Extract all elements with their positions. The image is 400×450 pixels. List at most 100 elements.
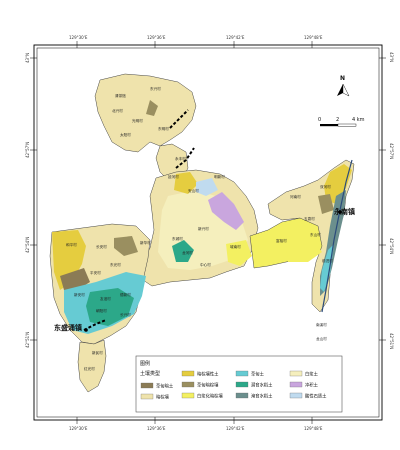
village-label: 玉泉村	[304, 216, 315, 221]
village-label: 中心村	[200, 262, 211, 267]
village-label: 新民村	[92, 350, 103, 355]
region-south-tail	[77, 339, 107, 393]
town-dongsheng-label: 东盛涌镇	[54, 323, 82, 332]
village-label: 德新村	[120, 292, 131, 297]
scale-bar-white	[337, 123, 357, 127]
legend-item-label: 酸性石质土	[305, 393, 327, 400]
village-label: 双河村	[320, 184, 331, 189]
scale-bar: 0 2 4 km	[318, 117, 365, 127]
village-label: 东城村	[172, 236, 183, 241]
village-label: 前进村	[322, 258, 333, 263]
village-label: 新兴村	[198, 226, 209, 231]
village-label: 永丰村	[175, 156, 186, 161]
left-tick-1: 43°N	[25, 53, 30, 63]
scale-label-2: 2	[336, 117, 339, 123]
top-tick-3: 129°42'E	[226, 35, 245, 40]
north-label: N	[340, 75, 345, 82]
legend-swatch	[140, 393, 154, 400]
right-tick-2: 42°57'N	[389, 143, 394, 159]
region-southwest-olive-2	[114, 236, 138, 256]
village-label: 北兴村	[112, 108, 123, 113]
bottom-tick-3: 129°42'E	[226, 426, 245, 431]
village-label: 平安村	[90, 270, 101, 275]
village-label: 清茶馆	[115, 93, 126, 98]
legend-item-label: 潜育水稻土	[251, 382, 273, 389]
town-yongnan-label: 永南镇	[333, 207, 355, 216]
right-tick-4: 42°51'N	[389, 333, 394, 349]
region-east-brightyellow	[286, 238, 322, 262]
region-north-lobe	[94, 73, 197, 153]
village-label: 南溪村	[316, 322, 327, 327]
region-central-green	[172, 240, 194, 262]
village-label: 东光村	[110, 262, 121, 267]
frame-ticks	[30, 41, 386, 424]
top-tick-1: 129°30'E	[69, 35, 88, 40]
legend-item-label: 草甸土	[251, 371, 265, 378]
legend-swatch	[289, 392, 303, 399]
village-label: 东明村	[158, 126, 169, 131]
legend-swatch	[181, 392, 195, 399]
village-label: 和平村	[66, 242, 77, 247]
region-central-yellow	[174, 172, 198, 194]
village-label: 光明村	[132, 118, 143, 123]
bottom-tick-2: 129°36'E	[147, 426, 166, 431]
region-central-blue	[196, 178, 218, 196]
legend-item-label: 冲积土	[305, 382, 319, 389]
village-label: 东兴村	[150, 86, 161, 91]
legend-swatch	[289, 381, 303, 388]
legend-swatch	[235, 370, 249, 377]
right-tick-3: 42°54'N	[389, 238, 394, 254]
scale-label-4: 4 km	[352, 117, 365, 123]
legend-item-label: 暗棕壤	[156, 394, 170, 401]
legend-swatch	[181, 381, 195, 388]
legend-item-label: 白浆土	[305, 371, 319, 378]
village-label: 安山村	[188, 188, 199, 193]
legend-item-label: 暗棕壤性土	[197, 371, 219, 378]
region-north-dark-patch	[146, 100, 158, 116]
scale-bar-black	[320, 124, 338, 127]
village-label: 太阳村	[120, 132, 131, 137]
village-label: 明新村	[214, 174, 225, 179]
legend-swatch	[140, 382, 154, 389]
right-tick-1: 43°N	[389, 52, 394, 62]
legend-swatch	[235, 392, 249, 399]
scale-label-0: 0	[318, 117, 321, 123]
village-label: 友谊村	[100, 296, 111, 301]
legend: 图例 土壤类型 草甸暗土 暗棕壤 暗棕壤性土 草甸暗棕壤 白浆化暗棕壤 草甸土 …	[135, 355, 343, 413]
village-label: 延河村	[168, 174, 179, 179]
legend-item-label: 草甸暗土	[156, 383, 174, 390]
village-label: 新安村	[74, 292, 85, 297]
legend-item-label: 淹育水稻土	[251, 393, 273, 400]
legend-swatch	[289, 370, 303, 377]
legend-title: 图例	[140, 360, 150, 367]
bottom-tick-1: 129°30'E	[69, 426, 88, 431]
village-label: 城南村	[230, 244, 241, 249]
region-paddy-green	[86, 288, 134, 326]
village-label: 河南村	[290, 194, 301, 199]
town-dongsheng-marker	[84, 328, 88, 332]
river-line	[321, 159, 353, 313]
region-river-blue	[320, 244, 334, 292]
village-label: 龙山村	[316, 336, 327, 341]
region-southwest-yellow	[52, 230, 86, 290]
left-tick-2: 42°57'N	[25, 142, 30, 158]
north-arrow-half	[342, 83, 350, 97]
region-east-olive	[318, 194, 334, 214]
village-label: 长安村	[96, 244, 107, 249]
village-labels: 清茶馆 东兴村 北兴村 光明村 太阳村 东明村 永丰村 延河村 安山村 明新村 …	[66, 86, 333, 371]
bottom-tick-4: 129°48'E	[304, 426, 323, 431]
legend-swatch	[181, 370, 195, 377]
map-frame-outer	[33, 44, 383, 421]
legend-item-label: 草甸暗棕壤	[197, 382, 219, 389]
legend-swatch	[235, 381, 249, 388]
left-tick-4: 42°51'N	[25, 332, 30, 348]
legend-subtitle: 土壤类型	[140, 370, 160, 377]
village-label: 东山村	[310, 232, 321, 237]
village-label: 红光村	[84, 366, 95, 371]
village-label: 长兴村	[120, 312, 131, 317]
top-tick-4: 129°48'E	[304, 35, 323, 40]
north-arrow: N	[337, 75, 350, 97]
village-label: 龙河村	[182, 250, 193, 255]
village-label: 富裕村	[276, 238, 287, 243]
